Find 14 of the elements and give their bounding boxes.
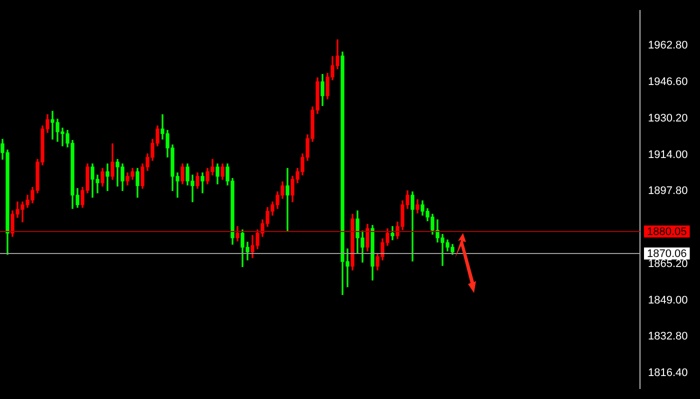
candlestick — [106, 163, 110, 191]
y-tick-label: 1946.60 — [648, 76, 688, 88]
y-tick-label: 1816.40 — [648, 367, 688, 380]
y-tick-label: 1914.00 — [648, 148, 688, 161]
ref-line-label: 1880.05 — [647, 226, 687, 238]
candlestick — [286, 168, 290, 232]
y-tick-label: 1897.80 — [648, 185, 688, 198]
y-tick-label: 1849.00 — [648, 294, 688, 306]
ref-line-label: 1870.06 — [647, 248, 687, 260]
y-tick-label: 1930.20 — [648, 112, 688, 125]
y-tick-label: 1832.80 — [648, 330, 688, 343]
y-tick-label: 1865.20 — [648, 258, 688, 270]
y-tick-label: 1962.80 — [648, 40, 688, 52]
candlestick — [410, 191, 414, 262]
